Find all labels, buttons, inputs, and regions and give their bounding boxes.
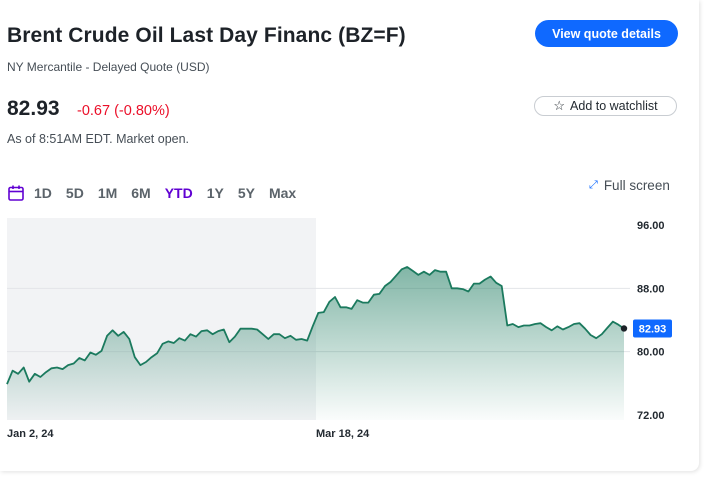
- price-area: [7, 267, 624, 420]
- watchlist-label: Add to watchlist: [570, 99, 658, 113]
- price-change: -0.67 (-0.80%): [77, 103, 170, 119]
- view-quote-details-button[interactable]: View quote details: [535, 20, 678, 47]
- y-tick-label: 88.00: [637, 283, 665, 295]
- y-tick-label: 72.00: [637, 410, 665, 422]
- page-title: Brent Crude Oil Last Day Financ (BZ=F): [7, 24, 406, 47]
- range-6m[interactable]: 6M: [131, 185, 151, 201]
- range-5y[interactable]: 5Y: [237, 185, 255, 201]
- expand-icon: ⤢: [589, 179, 598, 191]
- quote-card: Brent Crude Oil Last Day Financ (BZ=F) N…: [0, 20, 699, 445]
- add-to-watchlist-button[interactable]: ☆ Add to watchlist: [534, 96, 677, 116]
- x-tick-label: Jan 2, 24: [7, 428, 54, 440]
- range-ytd[interactable]: YTD: [164, 185, 193, 201]
- price-line: [6, 266, 625, 385]
- exchange-subtitle: NY Mercantile - Delayed Quote (USD): [7, 60, 210, 74]
- range-1d[interactable]: 1D: [34, 185, 52, 201]
- range-1y[interactable]: 1Y: [206, 185, 224, 201]
- full-screen-label: Full screen: [603, 178, 670, 193]
- x-tick-label: Mar 18, 24: [316, 428, 370, 440]
- y-tick-label: 96.00: [637, 220, 665, 232]
- full-screen-button[interactable]: ⤢ Full screen: [589, 178, 670, 193]
- range-1m[interactable]: 1M: [97, 185, 118, 201]
- y-tick-label: 80.00: [637, 347, 665, 359]
- range-max[interactable]: Max: [268, 185, 297, 201]
- range-5d[interactable]: 5D: [65, 185, 84, 201]
- price-chart[interactable]: 96.00 88.00 80.00 72.00 Jan 2, 24 Mar 18, 24…: [0, 210, 699, 445]
- range-selector: 1D 5D 1M 6M YTD 1Y 5Y Max: [7, 184, 310, 202]
- current-price-dot: [620, 325, 628, 332]
- current-price: 82.93: [7, 97, 60, 120]
- star-icon: ☆: [553, 98, 566, 113]
- quote-timestamp: As of 8:51AM EDT. Market open.: [7, 132, 190, 146]
- current-price-tag-label: 82.93: [639, 323, 667, 335]
- calendar-icon[interactable]: [7, 184, 25, 202]
- current-price-tag: 82.93: [633, 319, 672, 338]
